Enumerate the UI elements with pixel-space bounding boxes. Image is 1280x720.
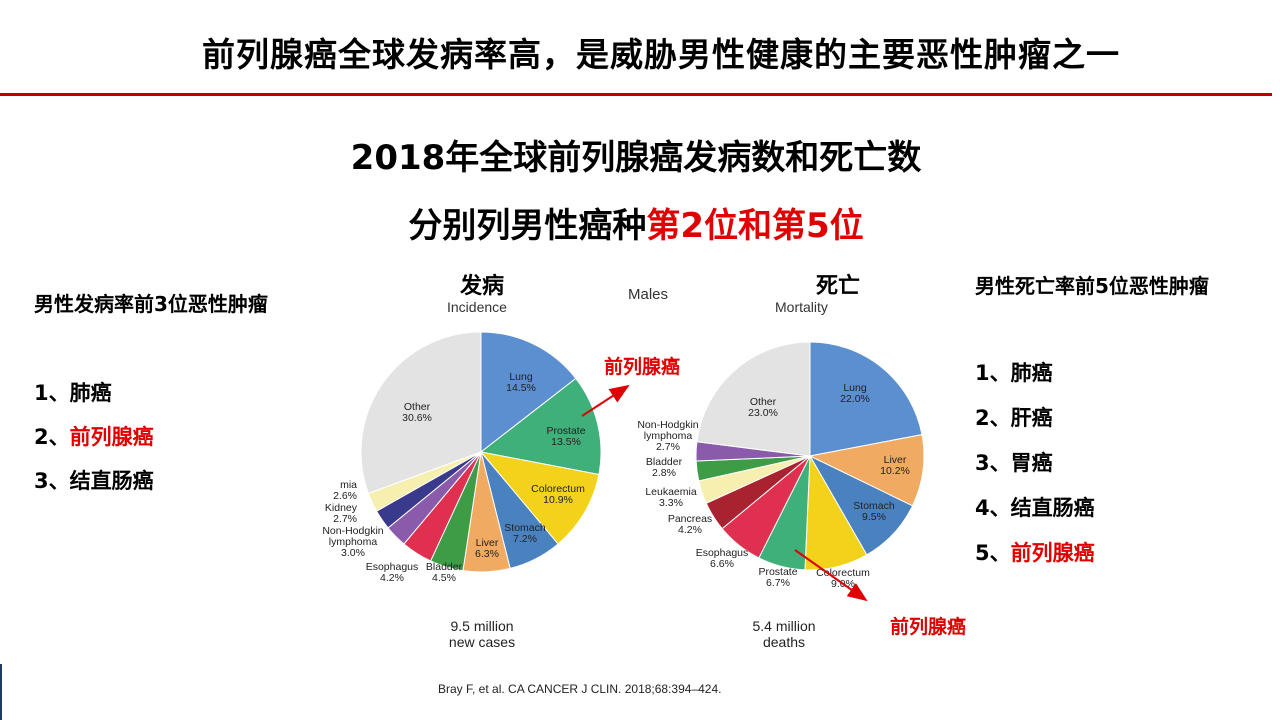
incidence-pie: Lung 14.5% Prostate 13.5% Colorectum 10.9% Sto… <box>322 331 602 584</box>
mortality-title-en: Mortality <box>775 299 828 315</box>
mortality-caption-line-2: deaths <box>762 634 806 650</box>
incidence-slice-colorectum <box>479 451 600 545</box>
incidence-label-liver: Liver 6.3% <box>475 537 499 560</box>
headline-prefix: 分别列男性癌种 <box>408 206 647 246</box>
mortality-rank-3: 3、胃癌 <box>975 451 1053 475</box>
incidence-label-stomach: Stomach 7.2% <box>504 522 546 545</box>
incidence-label-lung: Lung 14.5% <box>506 371 536 394</box>
incidence-label-non-hodgkin-lymphoma: Non-Hodgkin lymphoma 3.0% <box>322 525 383 559</box>
mortality-label-other: Other 23.0% <box>748 396 778 419</box>
incidence-slice-lung <box>480 331 577 454</box>
mortality-label-esophagus: Esophagus 6.6% <box>696 547 749 570</box>
incidence-label-mia: mia 2.6% <box>333 479 357 502</box>
incidence-title-en: Incidence <box>447 299 507 315</box>
males-label: Males <box>628 286 669 303</box>
incidence-top3-title: 男性发病率前3位恶性肿瘤 <box>34 292 268 316</box>
incidence-rank-1: 1、肺癌 <box>34 381 112 405</box>
incidence-label-bladder: Bladder 4.5% <box>426 561 463 584</box>
mortality-rank-5-highlight: 前列腺癌 <box>1010 541 1095 565</box>
mortality-caption: 5.4 million deaths <box>724 618 844 650</box>
incidence-title-cn: 发病 <box>460 274 505 299</box>
mortality-rank-5-number: 5、 <box>975 541 1011 565</box>
incidence-caption-line-2: new cases <box>448 634 516 650</box>
incidence-rank-2-number: 2、 <box>34 425 70 449</box>
headline-line-2: 分别列男性癌种第2位和第5位 <box>0 198 1272 247</box>
mortality-label-leukaemia: Leukaemia 3.3% <box>645 486 697 509</box>
mortality-prostate-annotation: 前列腺癌 <box>890 616 967 638</box>
headline-highlight: 第2位和第5位 <box>646 206 864 246</box>
incidence-rank-2-highlight: 前列腺癌 <box>69 425 154 449</box>
title-divider <box>0 93 1272 96</box>
incidence-prostate-annotation: 前列腺癌 <box>604 356 681 378</box>
headline-line-1: 2018年全球前列腺癌发病数和死亡数 <box>350 138 922 178</box>
incidence-slice-other <box>360 331 482 495</box>
mortality-label-bladder: Bladder 2.8% <box>646 456 683 479</box>
mortality-rank-5: 5、前列腺癌 <box>975 537 1095 567</box>
incidence-label-other: Other 30.6% <box>402 401 432 424</box>
mortality-slice-other <box>696 341 811 457</box>
mortality-rank-4: 4、结直肠癌 <box>975 496 1095 520</box>
incidence-caption-line-1: 9.5 million <box>450 618 514 634</box>
mortality-label-liver: Liver 10.2% <box>880 454 910 477</box>
incidence-label-kidney: Kidney 2.7% <box>325 502 358 525</box>
incidence-caption: 9.5 million new cases <box>422 618 542 650</box>
mortality-label-non-hodgkin-lymphoma: Non-Hodgkin lymphoma 2.7% <box>637 419 698 453</box>
mortality-slice-liver <box>808 434 925 507</box>
mortality-label-stomach: Stomach 9.5% <box>853 500 895 523</box>
edge-accent-bar <box>0 664 2 720</box>
incidence-prostate-arrow <box>581 384 630 417</box>
citation: Bray F, et al. CA CANCER J CLIN. 2018;68… <box>438 682 722 696</box>
slide-title: 前列腺癌全球发病率高，是威胁男性健康的主要恶性肿瘤之一 <box>202 35 1120 74</box>
incidence-label-prostate: Prostate 13.5% <box>546 425 585 448</box>
mortality-rank-1: 1、肺癌 <box>975 361 1053 385</box>
mortality-title-cn: 死亡 <box>816 274 861 299</box>
mortality-slice-lung <box>809 341 923 457</box>
mortality-pie: Lung 22.0%Liver 10.2%Stomach 9.5%Colorectum… <box>637 341 925 590</box>
mortality-rank-2: 2、肝癌 <box>975 406 1053 430</box>
mortality-prostate-arrow <box>794 549 868 602</box>
incidence-label-colorectum: Colorectum 10.9% <box>531 483 585 506</box>
incidence-rank-3: 3、结直肠癌 <box>34 469 154 493</box>
mortality-caption-line-1: 5.4 million <box>752 618 816 634</box>
incidence-slice-prostate <box>479 377 602 476</box>
mortality-label-pancreas: Pancreas 4.2% <box>668 513 712 536</box>
incidence-label-esophagus: Esophagus 4.2% <box>366 561 419 584</box>
mortality-top5-title: 男性死亡率前5位恶性肿瘤 <box>975 274 1209 298</box>
mortality-label-lung: Lung 22.0% <box>840 382 870 405</box>
mortality-label-prostate: Prostate 6.7% <box>758 566 797 589</box>
incidence-rank-2: 2、前列腺癌 <box>34 421 154 451</box>
